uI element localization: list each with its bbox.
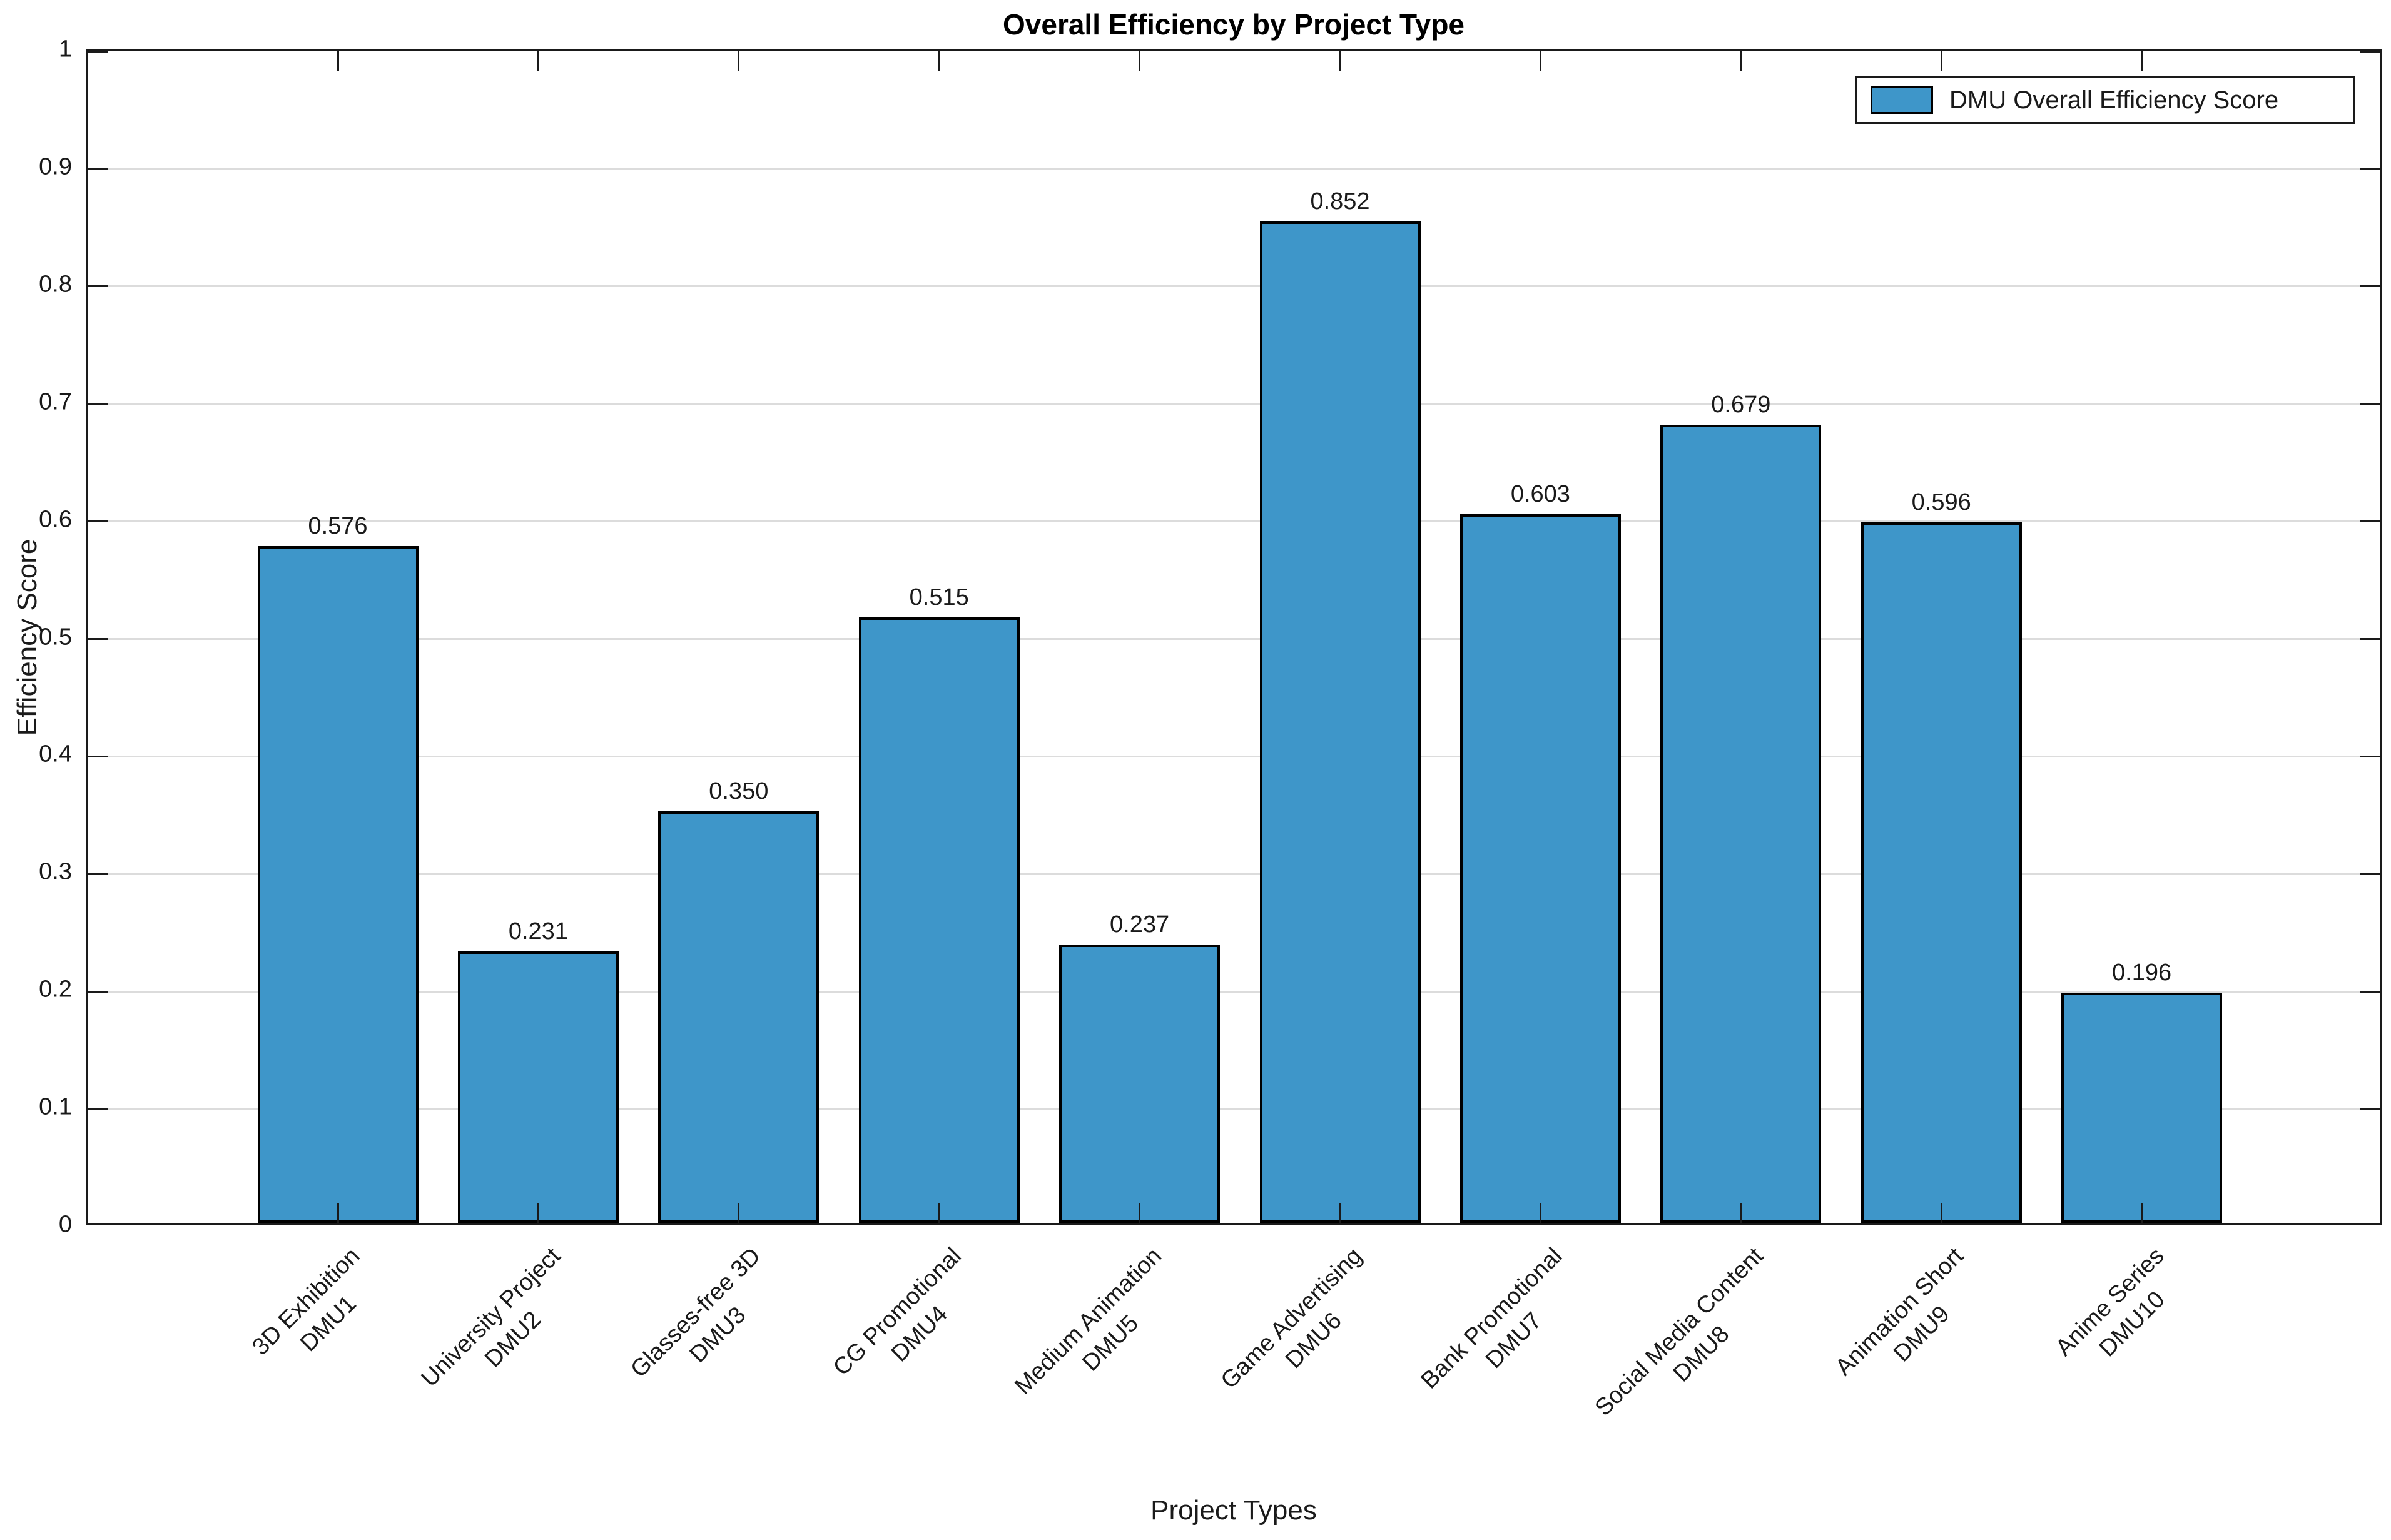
x-tick-label: Social Media Content DMU8 [1590,1242,1769,1421]
bar [1459,514,1621,1223]
x-tick-mark-top [1740,51,1742,71]
bar-value-label: 0.596 [1911,489,1971,516]
x-tick-mark-bottom [1940,1203,1942,1223]
x-tick-mark-bottom [1339,1203,1341,1223]
y-tick-label: 0.6 [39,506,72,533]
x-tick-label: University Project DMU2 [416,1242,566,1392]
y-tick-mark-right [2360,755,2380,757]
y-tick-mark-right [2360,50,2380,53]
gridline [88,520,2380,523]
bar [1259,221,1421,1223]
legend-label: DMU Overall Efficiency Score [1949,86,2279,114]
bar [1660,425,1822,1223]
y-tick-mark-right [2360,638,2380,640]
x-tick-mark-bottom [537,1203,539,1223]
x-tick-mark-top [1539,51,1541,71]
y-tick-mark-right [2360,873,2380,875]
bar-value-label: 0.237 [1110,911,1170,938]
y-tick-mark-right [2360,1108,2380,1110]
y-tick-label: 0 [58,1211,72,1238]
bar-value-label: 0.515 [909,584,969,611]
x-tick-label: CG Promotional DMU4 [828,1242,967,1381]
x-tick-mark-top [1940,51,1942,71]
x-tick-mark-top [1139,51,1141,71]
y-tick-label: 0.1 [39,1093,72,1120]
plot-area: 0.576 0.231 0.350 0.515 0.237 0.852 0.603 0.679… [86,49,2382,1225]
y-tick-mark-right [2360,520,2380,523]
bar-value-label: 0.350 [709,778,769,805]
y-tick-mark-left [88,285,108,288]
bar [2061,992,2223,1223]
x-tick-mark-top [2141,51,2143,71]
bar-value-label: 0.576 [308,512,368,539]
y-tick-label: 0.3 [39,858,72,885]
bar [658,811,820,1223]
x-tick-label: Medium Animation DMU5 [1010,1242,1167,1400]
y-tick-mark-left [88,990,108,993]
gridline [88,873,2380,875]
bar-value-label: 0.852 [1310,188,1370,215]
y-tick-mark-left [88,755,108,757]
gridline [88,285,2380,288]
x-axis-label: Project Types [1150,1495,1317,1526]
y-tick-label: 0.8 [39,271,72,298]
x-tick-mark-bottom [1539,1203,1541,1223]
legend-swatch [1871,86,1933,114]
bar-value-label: 0.196 [2112,959,2172,986]
gridline [88,638,2380,640]
bar [858,617,1020,1223]
y-tick-mark-right [2360,403,2380,405]
bar-value-label: 0.231 [508,918,568,945]
x-tick-mark-bottom [1740,1203,1742,1223]
y-tick-mark-left [88,50,108,53]
y-tick-mark-left [88,1108,108,1110]
x-tick-label: Anime Series DMU10 [2050,1242,2170,1362]
x-tick-mark-top [738,51,740,71]
x-tick-mark-top [938,51,940,71]
bar [457,951,619,1223]
y-tick-mark-right [2360,285,2380,288]
y-tick-mark-left [88,403,108,405]
bar [1861,522,2022,1223]
x-tick-mark-top [337,51,339,71]
y-tick-mark-left [88,873,108,875]
x-tick-mark-bottom [337,1203,339,1223]
bar-value-label: 0.679 [1711,392,1771,418]
gridline [88,168,2380,170]
gridline [88,1108,2380,1110]
x-tick-label: Animation Short DMU9 [1830,1242,1969,1381]
x-tick-label: Bank Promotional DMU7 [1416,1242,1568,1394]
bar [257,545,419,1223]
gridline [88,755,2380,757]
gridline [88,403,2380,405]
y-tick-label: 0.4 [39,741,72,767]
y-tick-mark-left [88,638,108,640]
x-tick-mark-top [1339,51,1341,71]
y-tick-mark-right [2360,990,2380,993]
x-tick-mark-top [537,51,539,71]
bar [1059,944,1221,1223]
x-tick-mark-bottom [938,1203,940,1223]
y-tick-label: 0.9 [39,153,72,180]
y-tick-label: 0.5 [39,624,72,650]
legend: DMU Overall Efficiency Score [1855,76,2355,124]
x-tick-mark-bottom [738,1203,740,1223]
y-tick-label: 0.7 [39,388,72,415]
y-tick-mark-left [88,168,108,170]
x-tick-label: 3D Exhibition DMU1 [247,1242,365,1360]
gridline [88,990,2380,993]
chart-title: Overall Efficiency by Project Type [1003,8,1465,41]
y-tick-label: 1 [58,36,72,63]
x-tick-label: Game Advertising DMU6 [1216,1242,1368,1394]
x-tick-mark-bottom [2141,1203,2143,1223]
y-tick-mark-right [2360,168,2380,170]
x-tick-label: Glasses-free 3D DMU3 [626,1242,766,1383]
y-tick-label: 0.2 [39,976,72,1003]
y-tick-mark-left [88,520,108,523]
x-tick-mark-bottom [1139,1203,1141,1223]
bar-value-label: 0.603 [1510,480,1570,507]
